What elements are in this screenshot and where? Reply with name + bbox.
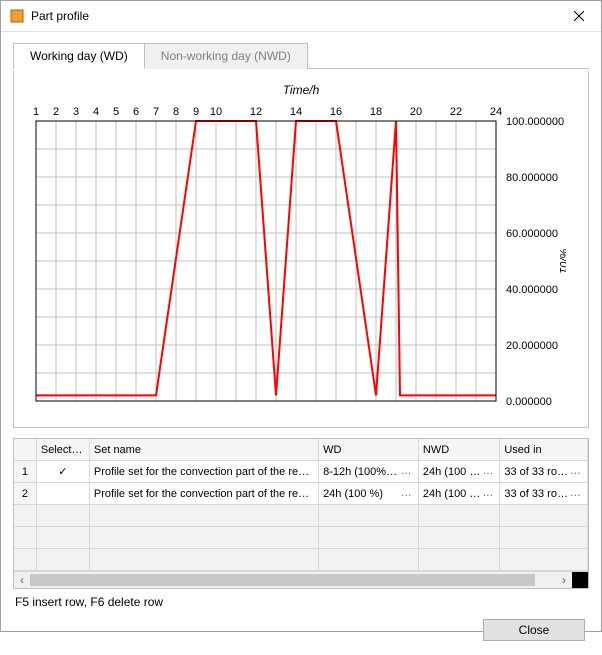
window: Part profile Working day (WD)Non-working…	[0, 0, 602, 632]
svg-text:3: 3	[73, 106, 79, 118]
app-icon	[9, 8, 25, 24]
svg-text:60.000000: 60.000000	[506, 228, 558, 240]
svg-text:14: 14	[290, 106, 302, 118]
cell-ellipsis-button[interactable]: …	[399, 465, 413, 477]
table-row[interactable]: 1✓Profile set for the convection part of…	[14, 461, 588, 483]
cell-wd[interactable]: 8-12h (100%), 1……	[319, 461, 419, 483]
column-header[interactable]: Selection	[36, 439, 89, 461]
footer: Close	[13, 609, 589, 647]
column-header[interactable]: Set name	[89, 439, 318, 461]
cell-used_in[interactable]: 33 of 33 rooms…	[500, 483, 588, 505]
table-row-empty	[14, 549, 588, 571]
svg-text:24: 24	[490, 106, 502, 118]
window-body: Working day (WD)Non-working day (NWD) Ti…	[1, 32, 601, 655]
table-panel: SelectionSet nameWDNWDUsed in1✓Profile s…	[13, 438, 589, 589]
svg-text:9: 9	[193, 106, 199, 118]
svg-text:0.000000: 0.000000	[506, 396, 552, 408]
window-close-button[interactable]	[557, 1, 601, 31]
close-button[interactable]: Close	[483, 619, 585, 641]
svg-text:5: 5	[113, 106, 119, 118]
svg-text:1: 1	[33, 106, 39, 118]
cell-ellipsis-button[interactable]: …	[399, 487, 413, 499]
svg-text:16: 16	[330, 106, 342, 118]
tab-1[interactable]: Non-working day (NWD)	[144, 43, 308, 69]
window-title: Part profile	[31, 9, 557, 23]
column-header[interactable]: NWD	[418, 439, 499, 461]
svg-text:40.000000: 40.000000	[506, 284, 558, 296]
svg-text:20: 20	[410, 106, 422, 118]
cell-used_in[interactable]: 33 of 33 rooms…	[500, 461, 588, 483]
cell-nwd[interactable]: 24h (100 %)…	[418, 461, 499, 483]
cell-rownum: 1	[14, 461, 36, 483]
cell-selection[interactable]	[36, 483, 89, 505]
svg-text:80.000000: 80.000000	[506, 172, 558, 184]
titlebar: Part profile	[1, 1, 601, 32]
svg-text:22: 22	[450, 106, 462, 118]
chart-svg: 12345678910121416182022240.00000020.0000…	[24, 99, 566, 417]
scroll-thumb[interactable]	[30, 574, 535, 586]
svg-text:2: 2	[53, 106, 59, 118]
cell-ellipsis-button[interactable]: …	[481, 487, 495, 499]
cell-ellipsis-button[interactable]: …	[568, 465, 582, 477]
cell-selection[interactable]: ✓	[36, 461, 89, 483]
tab-strip: Working day (WD)Non-working day (NWD)	[13, 42, 589, 69]
column-header[interactable]: WD	[319, 439, 419, 461]
cell-wd[interactable]: 24h (100 %)…	[319, 483, 419, 505]
cell-ellipsis-button[interactable]: …	[481, 465, 495, 477]
horizontal-scrollbar[interactable]: ‹ ›	[14, 571, 588, 588]
tab-0[interactable]: Working day (WD)	[13, 43, 145, 69]
svg-text:100.000000: 100.000000	[506, 116, 564, 128]
table-row-empty	[14, 505, 588, 527]
cell-rownum: 2	[14, 483, 36, 505]
column-header[interactable]: Used in	[500, 439, 588, 461]
cell-ellipsis-button[interactable]: …	[568, 487, 582, 499]
svg-text:18: 18	[370, 106, 382, 118]
data-grid[interactable]: SelectionSet nameWDNWDUsed in1✓Profile s…	[14, 439, 588, 571]
hint-text: F5 insert row, F6 delete row	[15, 595, 587, 609]
cell-nwd[interactable]: 24h (100 %)…	[418, 483, 499, 505]
table-row-empty	[14, 527, 588, 549]
table-row[interactable]: 2 Profile set for the convection part of …	[14, 483, 588, 505]
scroll-right-arrow[interactable]: ›	[556, 572, 572, 588]
svg-text:7: 7	[153, 106, 159, 118]
svg-text:4: 4	[93, 106, 99, 118]
svg-text:12: 12	[250, 106, 262, 118]
chart-panel: Time/h 12345678910121416182022240.000000…	[13, 71, 589, 428]
svg-text:8: 8	[173, 106, 179, 118]
chart-x-title: Time/h	[24, 83, 578, 97]
svg-text:10: 10	[210, 106, 222, 118]
column-header[interactable]	[14, 439, 36, 461]
svg-text:6: 6	[133, 106, 139, 118]
svg-text:20.000000: 20.000000	[506, 340, 558, 352]
scroll-corner	[572, 572, 588, 588]
scroll-track[interactable]	[30, 572, 556, 588]
cell-set_name[interactable]: Profile set for the convection part of t…	[89, 483, 318, 505]
scroll-left-arrow[interactable]: ‹	[14, 572, 30, 588]
cell-set_name[interactable]: Profile set for the convection part of t…	[89, 461, 318, 483]
svg-text:%/01: %/01	[557, 248, 566, 273]
